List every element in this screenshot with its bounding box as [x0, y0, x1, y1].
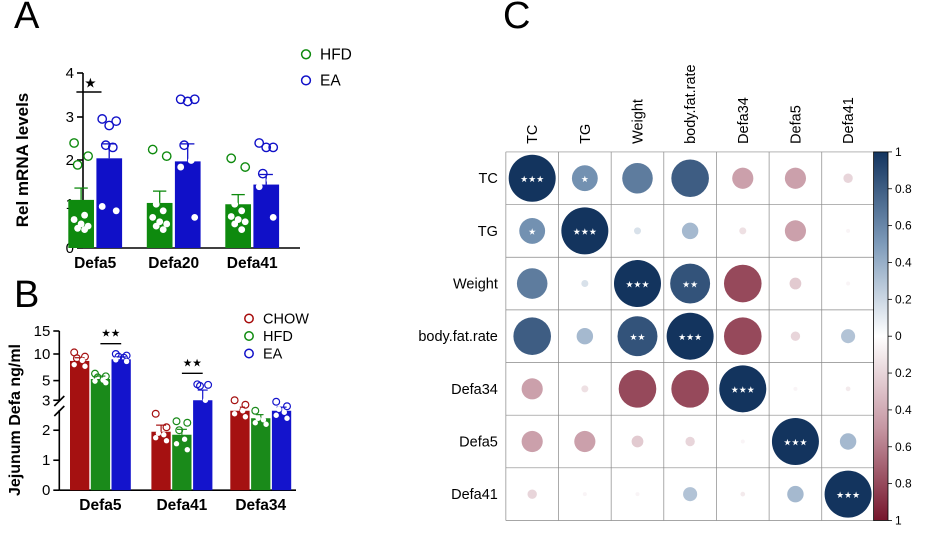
svg-text:Rel mRNA levels: Rel mRNA levels [13, 93, 32, 227]
svg-text:0.8: 0.8 [895, 182, 912, 196]
svg-text:TG: TG [478, 224, 498, 240]
svg-text:0.2: 0.2 [895, 366, 912, 380]
svg-text:Jejunum Defa ng/ml: Jejunum Defa ng/ml [7, 344, 24, 496]
svg-text:C: C [503, 0, 530, 37]
svg-text:TC: TC [479, 171, 498, 187]
svg-text:Defa5: Defa5 [74, 255, 117, 272]
svg-text:5: 5 [42, 373, 50, 390]
svg-text:15: 15 [34, 323, 51, 340]
svg-text:3: 3 [66, 109, 74, 126]
svg-text:1: 1 [895, 145, 902, 159]
svg-text:0.4: 0.4 [895, 255, 912, 269]
svg-text:2: 2 [42, 422, 50, 439]
svg-text:0.6: 0.6 [895, 219, 912, 233]
svg-text:Defa41: Defa41 [227, 255, 278, 272]
svg-text:10: 10 [34, 346, 51, 363]
svg-text:Defa41: Defa41 [841, 97, 857, 144]
svg-text:1: 1 [42, 452, 50, 469]
svg-text:TG: TG [578, 124, 594, 144]
svg-text:4: 4 [66, 65, 74, 82]
svg-text:Defa5: Defa5 [788, 105, 804, 144]
svg-text:EA: EA [320, 72, 341, 89]
svg-text:body.fat.rate: body.fat.rate [683, 64, 699, 144]
svg-text:2: 2 [66, 152, 74, 169]
svg-text:1: 1 [895, 513, 902, 527]
svg-text:Weight: Weight [630, 99, 646, 144]
svg-text:0.6: 0.6 [895, 440, 912, 454]
svg-text:EA: EA [263, 347, 283, 363]
svg-text:0.8: 0.8 [895, 477, 912, 491]
svg-text:CHOW: CHOW [263, 312, 309, 328]
svg-text:0.4: 0.4 [895, 403, 912, 417]
svg-text:3: 3 [42, 392, 50, 409]
svg-text:0: 0 [42, 482, 50, 499]
svg-text:Defa34: Defa34 [235, 497, 286, 514]
svg-text:HFD: HFD [320, 46, 352, 63]
svg-text:HFD: HFD [263, 329, 293, 345]
svg-text:Defa34: Defa34 [736, 97, 752, 144]
svg-text:0.2: 0.2 [895, 292, 912, 306]
svg-text:Defa41: Defa41 [156, 497, 207, 514]
svg-text:B: B [14, 280, 39, 316]
svg-text:A: A [14, 0, 40, 37]
svg-text:Defa20: Defa20 [148, 255, 199, 272]
svg-text:0: 0 [895, 329, 902, 343]
svg-text:TC: TC [525, 125, 541, 144]
svg-text:Defa5: Defa5 [79, 497, 122, 514]
